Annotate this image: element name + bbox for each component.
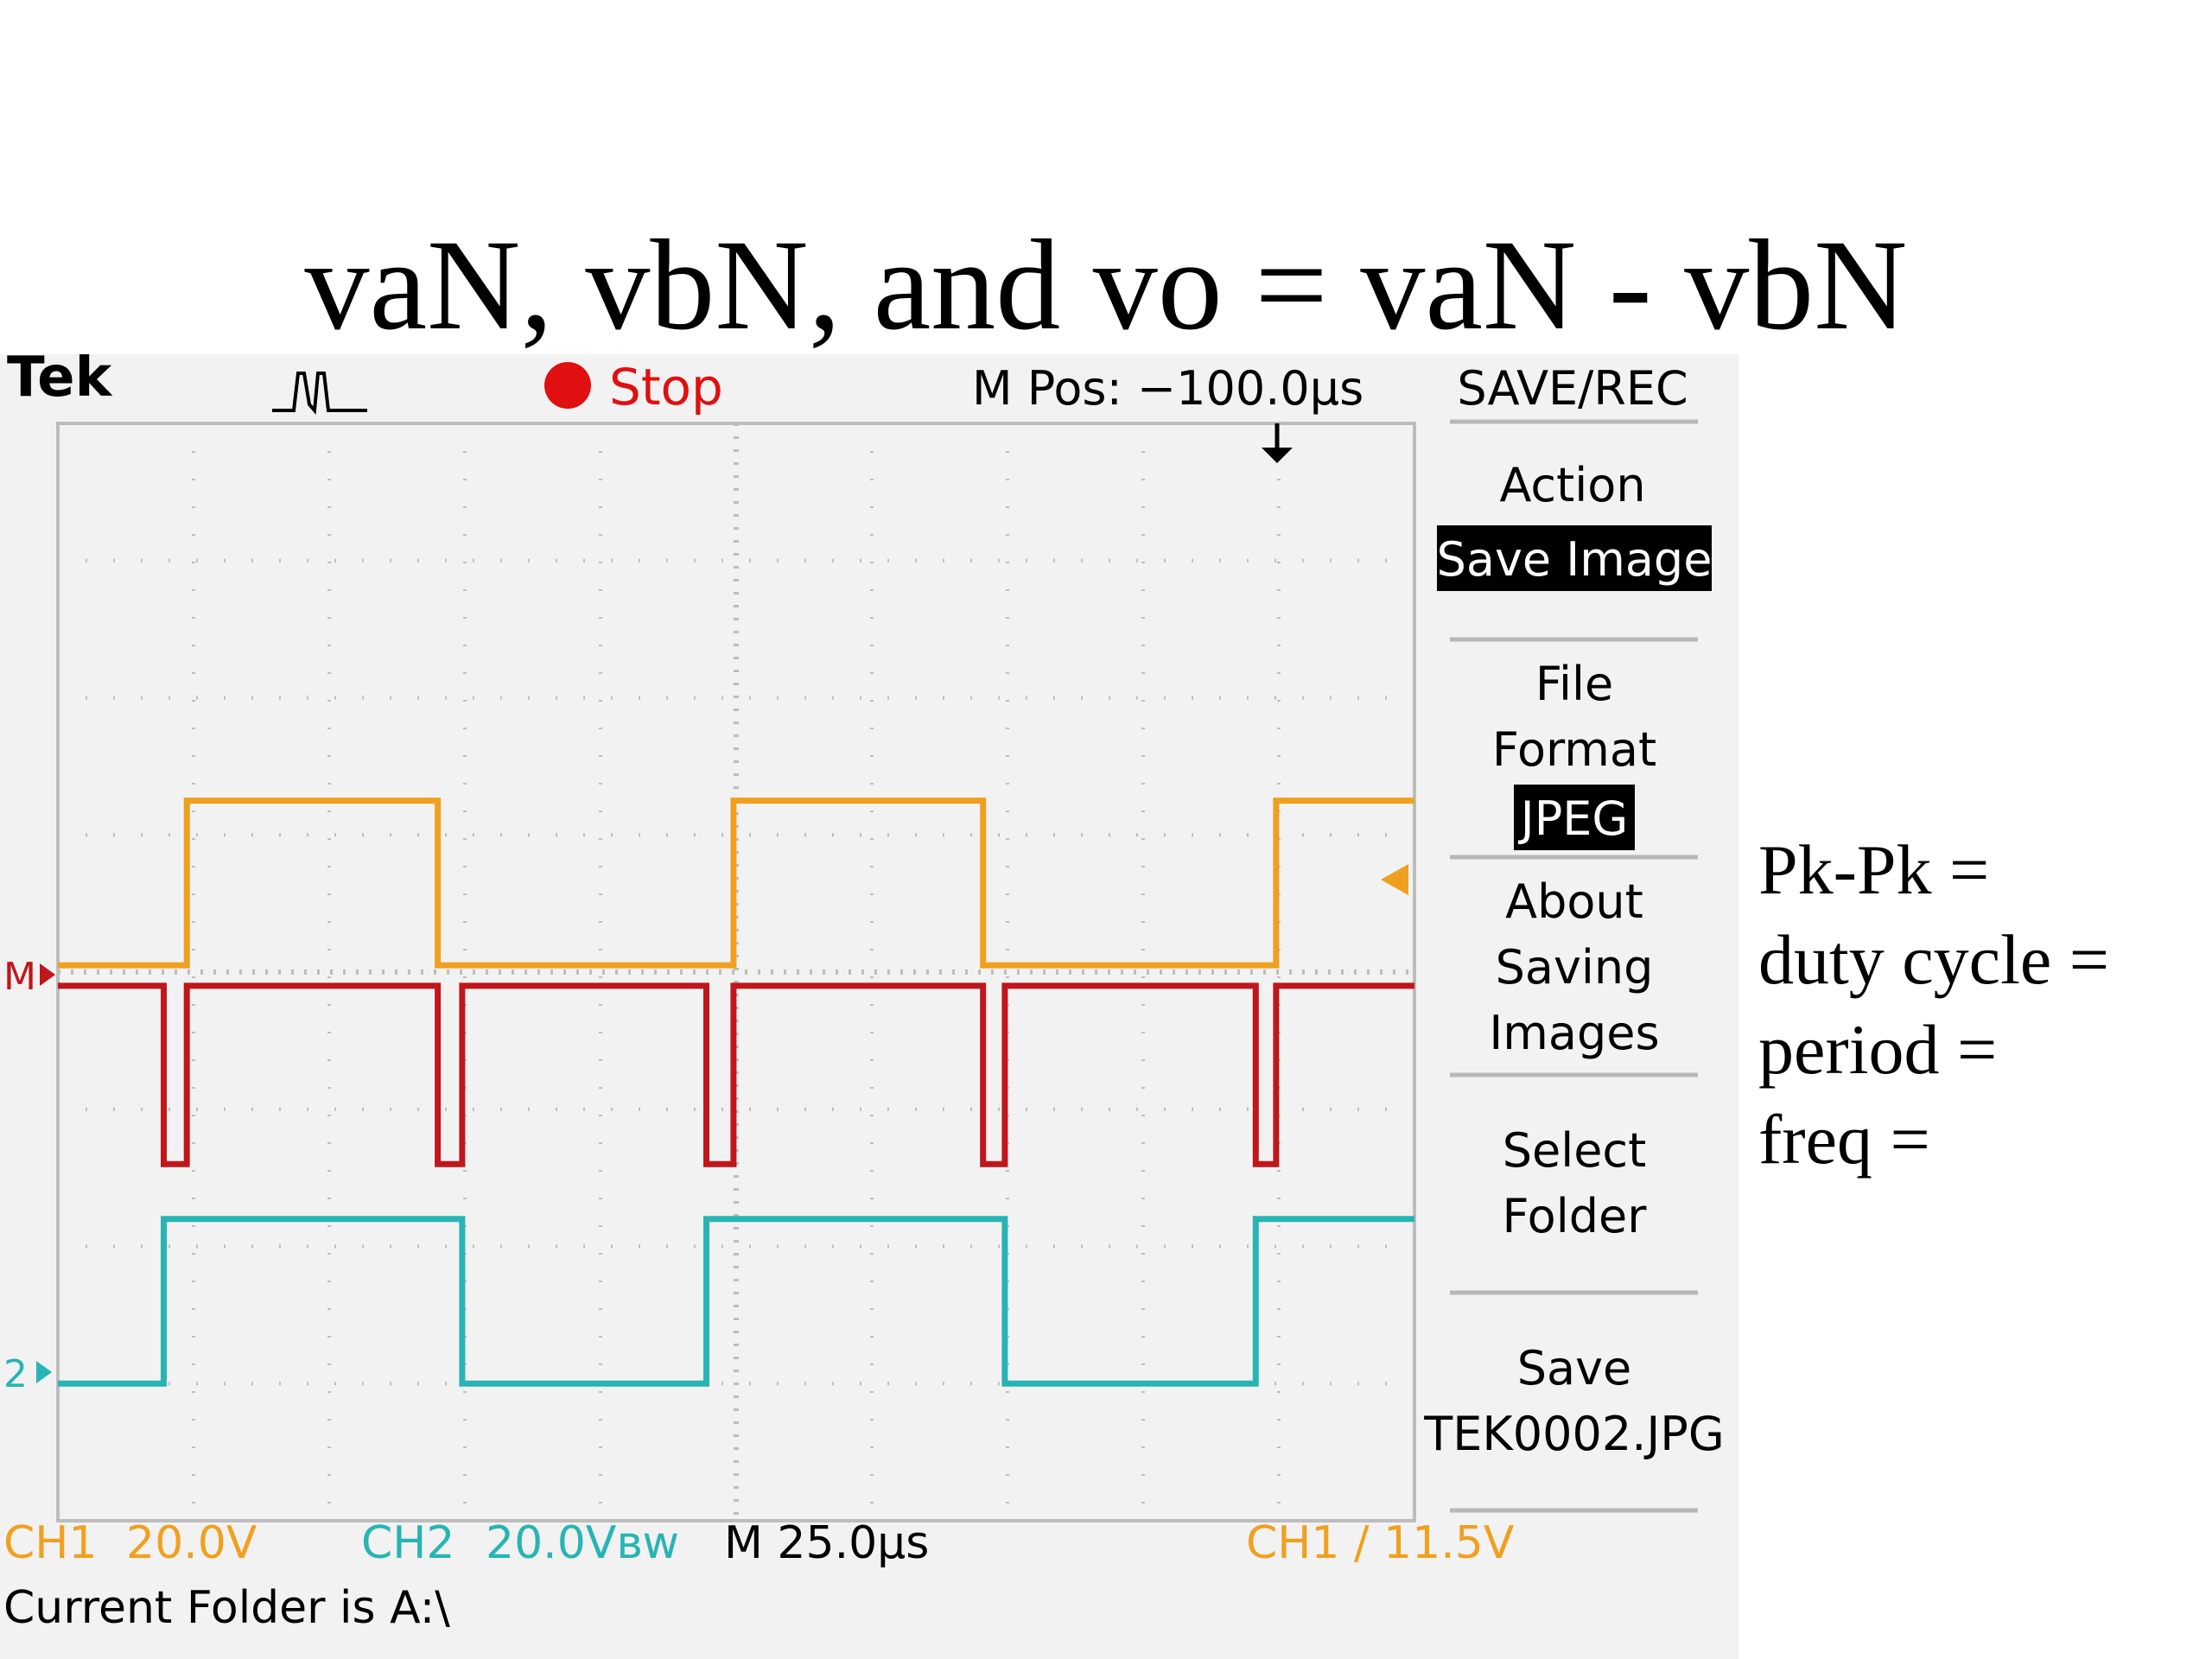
trigger-position-marker bbox=[1262, 423, 1293, 463]
ch2-marker-arrow-icon bbox=[36, 1361, 52, 1383]
menu-title: SAVE/REC bbox=[1457, 361, 1688, 416]
run-status: Stop bbox=[609, 358, 723, 416]
scope-display: Tek Stop M Pos: −100.0µs SAVE/REC M 2 bbox=[3, 354, 1725, 1634]
acquire-mode-icon bbox=[272, 372, 367, 415]
measurement-notes: Pk-Pk = duty cycle = period = freq = bbox=[1758, 825, 2109, 1185]
menu-file-format-line2: Format bbox=[1492, 722, 1656, 777]
ch2-label: CH2 bbox=[361, 1517, 455, 1569]
menu-action-value: Save Image bbox=[1437, 532, 1713, 587]
trigger-level-icon bbox=[1381, 864, 1408, 895]
menu-file-format-value: JPEG bbox=[1518, 791, 1628, 846]
menu-save-line2: TEK0002.JPG bbox=[1423, 1407, 1724, 1461]
ch2-marker: 2 bbox=[3, 1352, 28, 1396]
menu-select-folder-button[interactable]: Select Folder bbox=[1503, 1123, 1648, 1243]
ch1-scale: 20.0V bbox=[126, 1517, 257, 1569]
note-freq: freq = bbox=[1758, 1100, 1930, 1179]
menu-save-line1: Save bbox=[1517, 1341, 1632, 1395]
menu-dividers bbox=[1450, 419, 1698, 1513]
grid-lines bbox=[58, 423, 1414, 1521]
slide-title: vaN, vbN, and vo = vaN - vbN bbox=[304, 213, 1908, 357]
menu-select-line2: Folder bbox=[1503, 1189, 1648, 1243]
ch2-waveform bbox=[58, 1216, 1414, 1387]
math-marker-arrow-icon bbox=[40, 963, 55, 986]
ch2-scale: 20.0Vʙᴡ bbox=[486, 1517, 679, 1569]
menu-select-line1: Select bbox=[1503, 1123, 1647, 1178]
current-folder: Current Folder is A:\ bbox=[3, 1582, 450, 1634]
menu-save-button[interactable]: Save TEK0002.JPG bbox=[1423, 1341, 1724, 1461]
trigger-readout: CH1 ∕ 11.5V bbox=[1246, 1517, 1515, 1569]
note-duty-cycle: duty cycle = bbox=[1758, 920, 2109, 999]
menu-file-format-button[interactable]: File Format JPEG bbox=[1492, 657, 1656, 850]
menu-about-line2: Saving bbox=[1496, 940, 1654, 995]
brand-label: Tek bbox=[7, 354, 113, 410]
ch1-label: CH1 bbox=[3, 1517, 98, 1569]
note-period: period = bbox=[1758, 1010, 1998, 1089]
graticule bbox=[56, 422, 1416, 1522]
ch1-waveform bbox=[58, 798, 1414, 969]
menu-action-button[interactable]: Action Save Image bbox=[1437, 458, 1713, 591]
timebase-readout: M 25.0µs bbox=[724, 1517, 929, 1569]
math-marker: M bbox=[3, 955, 36, 999]
note-pk-pk: Pk-Pk = bbox=[1758, 830, 1990, 909]
menu-file-format-line1: File bbox=[1535, 657, 1613, 711]
menu-about-line1: About bbox=[1505, 874, 1643, 929]
menu-about-line3: Images bbox=[1489, 1006, 1659, 1060]
m-pos-readout: M Pos: −100.0µs bbox=[972, 361, 1363, 416]
math-waveform bbox=[58, 982, 1414, 1167]
menu-action-label: Action bbox=[1499, 458, 1645, 512]
stop-indicator-icon bbox=[544, 362, 591, 409]
menu-about-saving-button[interactable]: About Saving Images bbox=[1489, 874, 1659, 1060]
oscilloscope-screen: Tek Stop M Pos: −100.0µs SAVE/REC M 2 bbox=[0, 354, 1738, 1659]
